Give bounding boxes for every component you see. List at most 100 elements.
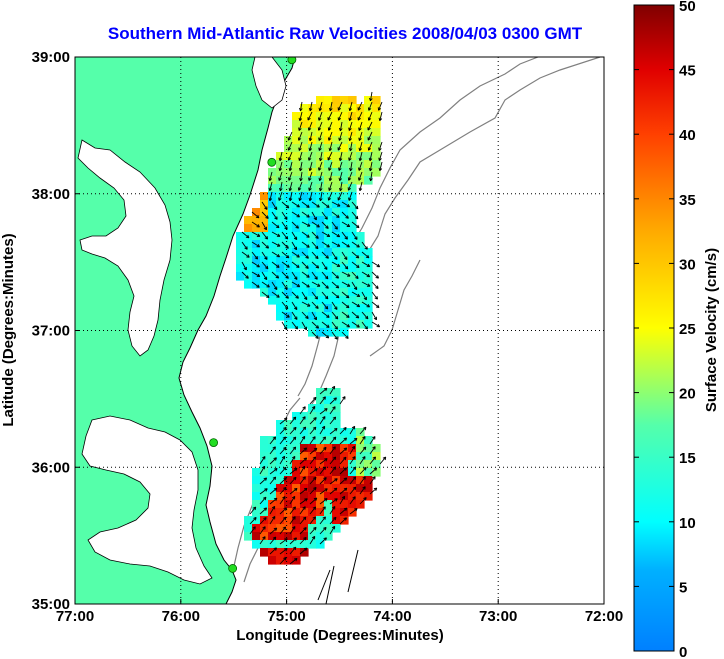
- velocity-vector: [337, 191, 343, 201]
- velocity-cell: [348, 112, 357, 121]
- velocity-vector: [329, 478, 338, 485]
- velocity-vector-head: [366, 315, 369, 319]
- velocity-vector-head: [292, 516, 296, 519]
- velocity-vector: [327, 111, 333, 121]
- velocity-vector: [241, 261, 247, 271]
- velocity-vector: [311, 281, 321, 287]
- velocity-vector: [308, 121, 313, 131]
- velocity-cell: [244, 248, 253, 257]
- velocity-cell: [324, 396, 333, 405]
- y-tick-label: 35:00: [32, 596, 70, 613]
- velocity-cell: [316, 320, 325, 329]
- velocity-vector-head: [322, 396, 326, 399]
- velocity-cell: [316, 476, 325, 485]
- velocity-vector-head: [323, 537, 327, 539]
- velocity-cell: [260, 540, 269, 549]
- velocity-cell: [316, 396, 325, 405]
- velocity-cell: [252, 508, 261, 517]
- velocity-vector: [371, 261, 380, 268]
- velocity-cell: [268, 436, 277, 445]
- velocity-cell: [348, 104, 357, 113]
- velocity-vector: [291, 211, 300, 218]
- velocity-cell: [284, 248, 293, 257]
- velocity-vector: [341, 311, 350, 318]
- velocity-cell: [300, 312, 309, 321]
- velocity-cell: [300, 160, 309, 169]
- velocity-cell: [364, 96, 373, 105]
- velocity-cell: [252, 492, 261, 501]
- velocity-vector: [261, 231, 268, 240]
- velocity-vector: [331, 201, 341, 207]
- velocity-vector-head: [269, 178, 273, 182]
- velocity-vector-head: [297, 204, 300, 208]
- velocity-vector-head: [332, 406, 336, 409]
- velocity-vector-head: [283, 477, 287, 479]
- velocity-cell: [340, 144, 349, 153]
- velocity-vector-head: [313, 486, 317, 489]
- velocity-vector-head: [272, 536, 276, 539]
- velocity-cell: [268, 460, 277, 469]
- velocity-cell: [332, 248, 341, 257]
- velocity-vector: [368, 141, 373, 151]
- velocity-cell: [268, 200, 277, 209]
- velocity-cell: [340, 216, 349, 225]
- velocity-cell: [308, 160, 317, 169]
- velocity-vector-head: [302, 476, 306, 479]
- velocity-vector: [271, 211, 278, 220]
- velocity-vector: [329, 416, 336, 425]
- velocity-vector: [289, 526, 296, 535]
- velocity-vector-head: [283, 556, 287, 559]
- velocity-vector: [299, 506, 306, 515]
- velocity-cell: [252, 468, 261, 477]
- velocity-vector-head: [272, 446, 276, 449]
- velocity-vector: [339, 496, 346, 505]
- velocity-vector: [378, 151, 383, 161]
- velocity-vector-head: [273, 487, 277, 490]
- velocity-vector-head: [307, 234, 310, 238]
- velocity-vector-head: [359, 158, 363, 162]
- velocity-cell: [348, 240, 357, 249]
- velocity-vector: [329, 428, 338, 435]
- velocity-vector: [321, 271, 329, 280]
- velocity-cell: [356, 304, 365, 313]
- velocity-vector: [369, 487, 378, 495]
- velocity-cell: [300, 136, 309, 145]
- velocity-cell: [372, 460, 381, 469]
- velocity-vector: [348, 151, 353, 161]
- velocity-vector: [271, 281, 278, 290]
- velocity-vector: [361, 261, 370, 267]
- velocity-vector: [328, 131, 333, 141]
- velocity-vector: [321, 331, 330, 339]
- velocity-vector: [279, 466, 287, 475]
- velocity-cell: [300, 152, 309, 161]
- velocity-vector-head: [282, 436, 286, 439]
- velocity-vector: [309, 141, 313, 151]
- velocity-vector-head: [302, 416, 306, 419]
- velocity-cell: [348, 160, 357, 169]
- x-tick-label: 73:00: [479, 608, 517, 625]
- velocity-vector-head: [307, 303, 311, 307]
- velocity-vector: [301, 321, 307, 330]
- velocity-vector: [351, 251, 360, 259]
- velocity-vector-head: [372, 456, 376, 459]
- velocity-vector: [301, 241, 310, 248]
- velocity-vector-head: [307, 223, 311, 227]
- velocity-vector-head: [297, 264, 300, 268]
- velocity-vector-head: [312, 436, 316, 439]
- velocity-cell: [316, 200, 325, 209]
- velocity-cell: [332, 152, 341, 161]
- velocity-cell: [300, 104, 309, 113]
- velocity-vector: [359, 476, 366, 485]
- velocity-vector: [261, 251, 268, 260]
- velocity-vector-head: [367, 273, 371, 277]
- velocity-cell: [276, 476, 285, 485]
- colorbar-tick-label: 5: [679, 579, 687, 596]
- velocity-vector-head: [339, 178, 343, 182]
- velocity-vector: [319, 171, 323, 181]
- velocity-cell: [316, 224, 325, 233]
- velocity-vector-head: [288, 148, 292, 151]
- velocity-vector: [308, 171, 313, 181]
- velocity-vector-head: [379, 168, 383, 172]
- velocity-cell: [292, 184, 301, 193]
- velocity-cell: [308, 216, 317, 225]
